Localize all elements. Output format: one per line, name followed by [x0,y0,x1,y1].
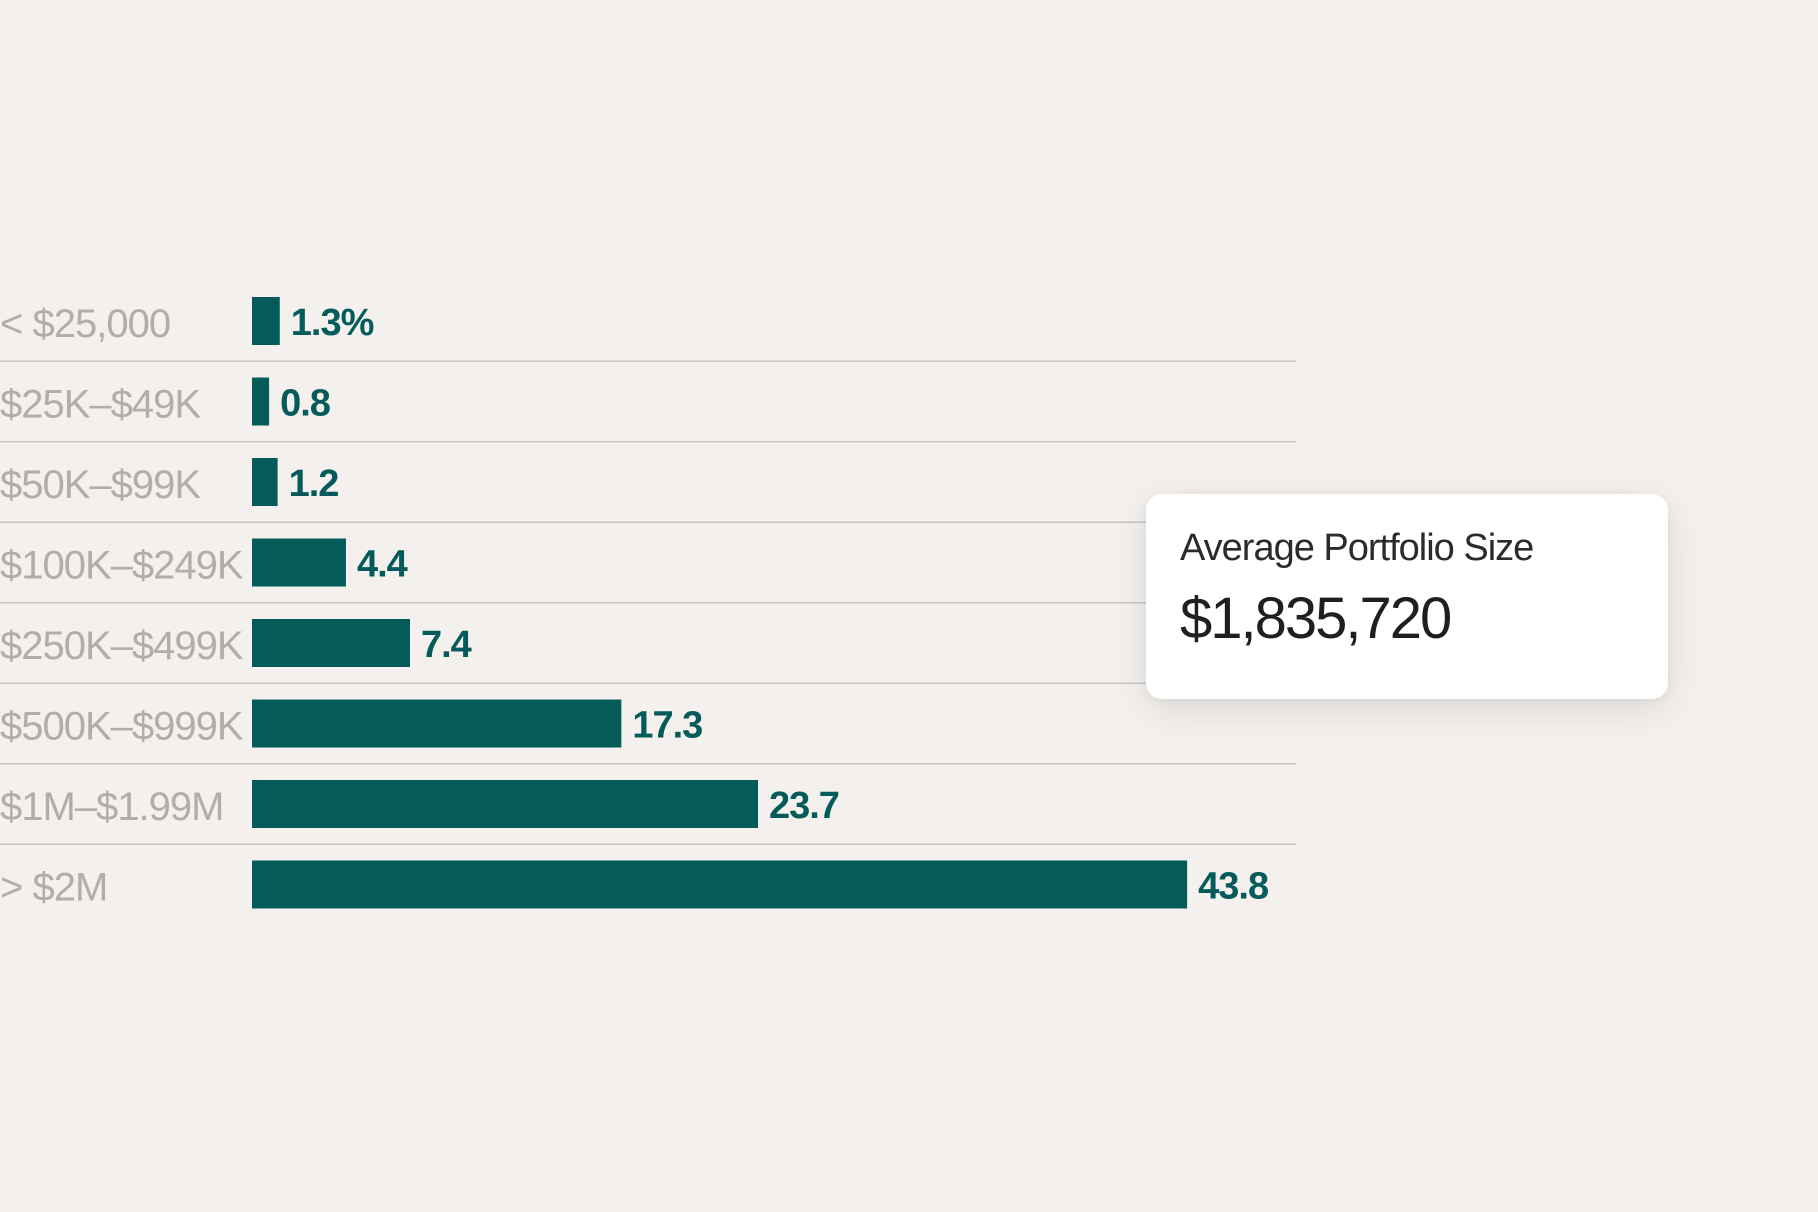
bar-4 [252,619,410,667]
category-label-4: $250K–$499K [0,624,244,668]
bars-group [252,297,1188,909]
callout-title: Average Portfolio Size [1180,527,1534,569]
bar-6 [252,780,758,828]
row-separators [0,360,1296,845]
bar-7 [252,860,1188,909]
value-label-1: 0.8 [280,383,330,425]
category-labels: < $25,000 $25K–$49K $50K–$99K $100K–$249K $2… [0,302,245,910]
category-label-1: $25K–$49K [0,383,201,427]
value-label-6: 23.7 [769,785,839,827]
value-label-5: 17.3 [632,705,702,747]
category-label-6: $1M–$1.99M [0,785,223,829]
value-label-7: 43.8 [1198,866,1268,908]
category-label-7: > $2M [0,866,107,910]
value-label-3: 4.4 [357,544,408,586]
bar-1 [252,377,270,426]
value-labels: 1.3% 0.8 1.2 4.4 7.4 17.3 23.7 43.8 [280,302,1269,908]
bar-2 [252,458,278,506]
category-label-3: $100K–$249K [0,544,244,588]
bar-3 [252,538,346,587]
category-label-0: < $25,000 [0,302,170,346]
value-label-0: 1.3% [291,302,374,344]
category-label-2: $50K–$99K [0,463,201,507]
bar-0 [252,297,280,345]
bar-5 [252,699,622,748]
category-label-5: $500K–$999K [0,705,244,749]
callout-value: $1,835,720 [1180,585,1452,651]
average-portfolio-callout: Average Portfolio Size $1,835,720 [1146,494,1668,699]
value-label-4: 7.4 [421,624,472,666]
value-label-2: 1.2 [289,463,339,505]
